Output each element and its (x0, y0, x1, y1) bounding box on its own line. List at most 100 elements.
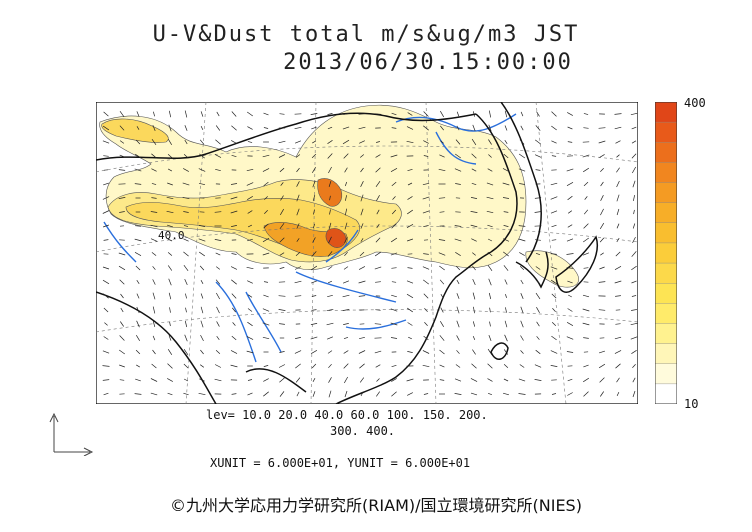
wind-vector (264, 196, 268, 200)
wind-vector (344, 251, 348, 257)
wind-vector (630, 112, 638, 116)
wind-vector (616, 154, 620, 158)
wind-vector (183, 251, 189, 257)
wind-vector (520, 350, 524, 354)
wind-vector (247, 392, 253, 396)
wind-vector (536, 307, 540, 313)
wind-vector (375, 281, 381, 283)
wind-vector (311, 309, 317, 311)
wind-vector (152, 321, 156, 327)
wind-vector (583, 127, 589, 129)
wind-vector (167, 238, 173, 242)
wind-vector (168, 335, 172, 341)
wind-vector (551, 140, 557, 144)
wind-vector (343, 113, 349, 115)
wind-vector (134, 183, 142, 185)
wind-vector (598, 363, 606, 369)
wind-vector (134, 251, 142, 257)
wind-vector (582, 154, 590, 158)
wind-vector (631, 153, 637, 159)
wind-vector (102, 196, 110, 200)
wind-vector (199, 139, 205, 145)
wind-vector (503, 211, 509, 213)
wind-vector (455, 265, 461, 271)
wind-vector (376, 223, 380, 229)
wind-vector (406, 378, 414, 382)
wind-vector (456, 335, 460, 341)
copyright-credit: ©九州大学応用力学研究所(RIAM)/国立環境研究所(NIES) (170, 496, 582, 515)
wind-vector (167, 168, 173, 172)
wind-vector (246, 336, 254, 340)
wind-vector (102, 279, 110, 285)
wind-vector (136, 126, 140, 130)
wind-vector (487, 251, 493, 257)
wind-vector (615, 295, 621, 297)
wind-vector (407, 209, 413, 215)
wind-vector (374, 251, 382, 257)
colorbar-cell (655, 222, 677, 244)
wind-vector (438, 168, 446, 172)
wind-vector (630, 336, 638, 340)
wind-vector (406, 293, 414, 299)
wind-vector (424, 307, 428, 313)
wind-vector (535, 349, 541, 355)
wind-vector (342, 280, 350, 284)
wind-vector (504, 110, 508, 118)
wind-vector (566, 321, 574, 327)
wind-vector (295, 337, 301, 339)
wind-vector (263, 294, 269, 298)
wind-vector (359, 377, 365, 383)
wind-vector (439, 364, 445, 368)
wind-vector (215, 266, 221, 270)
wind-vector (102, 125, 110, 131)
wind-vector (312, 391, 316, 397)
wind-vector (311, 126, 317, 130)
wind-vector (422, 182, 430, 186)
wind-vector (375, 167, 381, 173)
wind-vector (550, 365, 558, 367)
wind-vector (439, 335, 445, 341)
wind-vector (134, 238, 142, 242)
wind-vector (230, 350, 238, 354)
wind-vector (102, 266, 110, 270)
wind-vector (598, 309, 606, 311)
dust-region-north-west (101, 118, 169, 143)
wind-vector (150, 378, 158, 382)
wind-vector (310, 113, 318, 115)
wind-vector (600, 181, 604, 187)
colorbar-cell (655, 323, 677, 345)
wind-vector (168, 110, 172, 118)
wind-vector (279, 323, 285, 325)
wind-vector (151, 138, 157, 146)
wind-vector (567, 141, 573, 143)
wind-vector (216, 321, 220, 327)
wind-vector (616, 391, 620, 397)
wind-vector (119, 364, 125, 368)
wind-vector (471, 138, 477, 146)
wind-vector (296, 194, 300, 202)
wind-vector (312, 180, 316, 188)
wind-vector (247, 321, 253, 327)
wind-vector (551, 293, 557, 299)
wind-vector (279, 351, 285, 353)
wind-vector (471, 168, 477, 172)
wind-vector (471, 238, 477, 242)
wind-vector (166, 210, 174, 214)
wind-vector (487, 363, 493, 369)
colorbar-cell (655, 262, 677, 284)
wind-vector (599, 266, 605, 270)
wind-vector (344, 390, 348, 398)
colorbar-cell (655, 142, 677, 164)
wind-vector (439, 265, 445, 271)
wind-vector (584, 196, 588, 200)
wind-vector (200, 334, 204, 342)
wind-vector (134, 393, 142, 395)
wind-vector (120, 293, 124, 299)
wind-vector (359, 154, 365, 158)
wind-vector (311, 280, 317, 284)
wind-vector (327, 140, 333, 144)
wind-vector (136, 111, 140, 117)
wind-vector (535, 169, 541, 171)
wind-vector (456, 306, 460, 314)
wind-vector (519, 139, 525, 145)
